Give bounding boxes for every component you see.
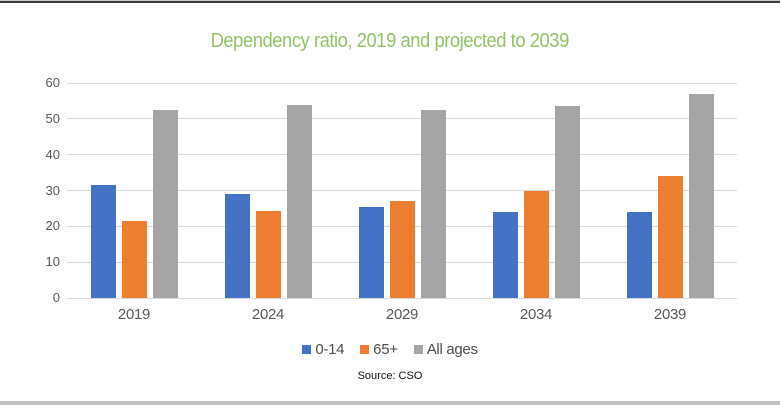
bar-0-14-2039 [626, 212, 652, 298]
bar-0-14-2029 [358, 206, 384, 298]
legend-item-0-14: 0-14 [302, 341, 344, 358]
gridline-30 [67, 190, 737, 191]
legend-label: All ages [426, 341, 478, 358]
y-tick-label: 10 [45, 254, 60, 270]
bar-all-ages-2029 [420, 109, 446, 298]
legend-swatch-icon [360, 345, 370, 354]
bottom-border [0, 401, 780, 405]
bar-group-2029 [335, 83, 469, 298]
legend-item-all-ages: All ages [413, 341, 478, 358]
bar-65+-2034 [523, 190, 549, 298]
x-tick-label-2024: 2024 [251, 306, 285, 323]
bar-0-14-2019 [90, 185, 116, 298]
bar-65+-2029 [389, 201, 415, 298]
x-tick-label-2039: 2039 [653, 306, 687, 323]
gridline-40 [67, 154, 737, 156]
bar-65+-2024 [255, 210, 281, 298]
legend-swatch-icon [413, 345, 423, 354]
chart-title-text: Dependency ratio, 2019 and projected to … [210, 30, 570, 52]
legend: 0-14 65+ All ages [0, 341, 780, 358]
bar-all-ages-2024 [286, 105, 312, 298]
bar-65+-2039 [657, 175, 683, 298]
legend-item-65+: 65+ [360, 341, 398, 358]
bar-0-14-2034 [492, 212, 518, 298]
gridline-0 [67, 297, 737, 299]
gridline-60 [67, 82, 737, 84]
bar-group-2034 [469, 83, 603, 298]
source-note: Source: CSO [357, 370, 423, 382]
bar-0-14-2024 [224, 194, 250, 298]
bar-all-ages-2039 [688, 94, 714, 298]
legend-label: 65+ [373, 341, 398, 358]
y-tick-label: 50 [45, 110, 60, 126]
y-tick-label: 0 [52, 290, 60, 305]
y-tick-label: 20 [45, 218, 60, 234]
legend-swatch-icon [302, 345, 312, 354]
top-border [0, 0, 780, 4]
x-tick-label-2034: 2034 [519, 306, 553, 323]
x-tick-label-2029: 2029 [385, 306, 419, 323]
y-tick-label: 60 [45, 75, 60, 90]
legend-label: 0-14 [315, 341, 345, 358]
bar-all-ages-2034 [554, 105, 580, 298]
y-tick-label: 40 [45, 146, 60, 162]
y-tick-label: 30 [45, 182, 60, 198]
gridline-50 [67, 118, 737, 120]
chart-title: Dependency ratio, 2019 and projected to … [0, 30, 780, 53]
plot-area [67, 82, 737, 299]
bar-group-2019 [67, 83, 201, 298]
x-tick-label-2019: 2019 [117, 306, 151, 323]
bar-65+-2019 [121, 221, 147, 298]
bar-group-2039 [603, 83, 737, 298]
bar-group-2024 [201, 83, 335, 298]
bar-all-ages-2019 [152, 109, 178, 298]
